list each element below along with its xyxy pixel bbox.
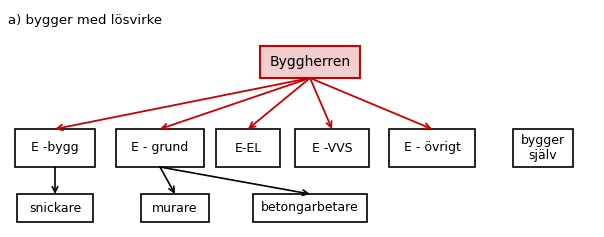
- Text: murare: murare: [152, 201, 198, 214]
- Text: bygger
själv: bygger själv: [521, 134, 565, 162]
- Text: a) bygger med lösvirke: a) bygger med lösvirke: [8, 14, 162, 27]
- Text: betongarbetare: betongarbetare: [261, 201, 359, 214]
- FancyBboxPatch shape: [295, 129, 369, 167]
- FancyBboxPatch shape: [513, 129, 573, 167]
- FancyBboxPatch shape: [15, 129, 95, 167]
- Text: Byggherren: Byggherren: [269, 55, 350, 69]
- Text: E - grund: E - grund: [132, 141, 188, 155]
- FancyBboxPatch shape: [253, 194, 367, 222]
- FancyBboxPatch shape: [17, 194, 93, 222]
- FancyBboxPatch shape: [389, 129, 475, 167]
- Text: E -VVS: E -VVS: [312, 141, 352, 155]
- Text: E-EL: E-EL: [234, 141, 262, 155]
- Text: E -bygg: E -bygg: [31, 141, 79, 155]
- Text: snickare: snickare: [29, 201, 81, 214]
- FancyBboxPatch shape: [141, 194, 209, 222]
- FancyBboxPatch shape: [260, 46, 360, 78]
- FancyBboxPatch shape: [216, 129, 280, 167]
- Text: E - övrigt: E - övrigt: [403, 141, 460, 155]
- FancyBboxPatch shape: [116, 129, 204, 167]
